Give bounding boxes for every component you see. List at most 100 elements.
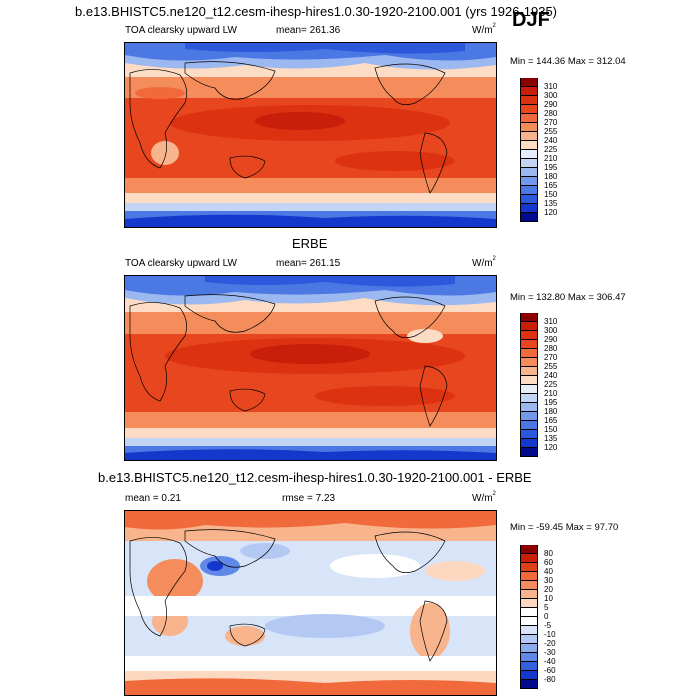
colorbar-tick-label: 280: [544, 344, 558, 353]
colorbar-tick-label: 310: [544, 317, 558, 326]
colorbar-swatch: [520, 671, 538, 680]
colorbar-swatch: [520, 581, 538, 590]
panel1-units: W/m2: [472, 23, 496, 36]
colorbar-swatch: [520, 168, 538, 177]
colorbar-swatch: [520, 617, 538, 626]
colorbar-swatch: [520, 96, 538, 105]
colorbar-swatch: [520, 114, 538, 123]
colorbar-tick-label: -20: [544, 639, 556, 648]
colorbar-tick-label: 0: [544, 612, 549, 621]
panel2-minmax: Min = 132.80 Max = 306.47: [510, 292, 626, 303]
colorbar-tick-label: 40: [544, 567, 553, 576]
panel3-rmse: rmse = 7.23: [282, 493, 336, 504]
colorbar-swatch: [520, 394, 538, 403]
colorbar-swatch: [520, 385, 538, 394]
colorbar-swatch: [520, 626, 538, 635]
panel1-mean: mean= 261.36: [276, 25, 341, 36]
colorbar-swatch: [520, 141, 538, 150]
colorbar-tick-label: 290: [544, 335, 558, 344]
colorbar-swatch: [520, 376, 538, 385]
panel3-map: [124, 510, 497, 696]
colorbar-swatch: [520, 87, 538, 96]
panel2-variable: TOA clearsky upward LW: [125, 258, 237, 269]
colorbar-tick-label: 80: [544, 549, 553, 558]
colorbar-swatch: [520, 563, 538, 572]
colorbar-swatch: [520, 123, 538, 132]
colorbar-swatch: [520, 195, 538, 204]
model-title: b.e13.BHISTC5.ne120_t12.cesm-ihesp-hires…: [75, 4, 558, 19]
colorbar-tick-label: 180: [544, 172, 558, 181]
colorbar-swatch: [520, 662, 538, 671]
colorbar-tick-label: 135: [544, 434, 558, 443]
colorbar-tick-label: 195: [544, 398, 558, 407]
colorbar-swatch: [520, 322, 538, 331]
colorbar-tick-label: 270: [544, 118, 558, 127]
colorbar-tick-label: 270: [544, 353, 558, 362]
colorbar-swatch: [520, 358, 538, 367]
colorbar-tick-label: -80: [544, 675, 556, 684]
panel3-map-svg: [125, 511, 496, 695]
colorbar-swatch: [520, 186, 538, 195]
colorbar-swatch: [520, 421, 538, 430]
colorbar-swatch: [520, 159, 538, 168]
colorbar-tick-label: 60: [544, 558, 553, 567]
panel3-units: W/m2: [472, 491, 496, 504]
panel1-variable: TOA clearsky upward LW: [125, 25, 237, 36]
colorbar-swatch: [520, 340, 538, 349]
colorbar-swatch: [520, 105, 538, 114]
colorbar-tick-label: 165: [544, 181, 558, 190]
colorbar-swatch: [520, 331, 538, 340]
panel1-map-svg: [125, 43, 496, 227]
panel2-mean: mean= 261.15: [276, 258, 341, 269]
panel2-map: [124, 275, 497, 461]
season-label: DJF: [512, 9, 550, 31]
colorbar-tick-label: 210: [544, 389, 558, 398]
colorbar-tick-label: -30: [544, 648, 556, 657]
colorbar-tick-label: 180: [544, 407, 558, 416]
colorbar-swatch: [520, 680, 538, 689]
colorbar-tick-label: 255: [544, 127, 558, 136]
colorbar-tick-label: 240: [544, 136, 558, 145]
panel1-minmax: Min = 144.36 Max = 312.04: [510, 56, 626, 67]
colorbar-tick-label: 165: [544, 416, 558, 425]
colorbar-swatch: [520, 78, 538, 87]
panel2-units: W/m2: [472, 256, 496, 269]
colorbar-tick-label: 310: [544, 82, 558, 91]
colorbar-swatch: [520, 213, 538, 222]
colorbar-swatch: [520, 177, 538, 186]
colorbar-tick-label: 255: [544, 362, 558, 371]
colorbar-swatch: [520, 132, 538, 141]
colorbar-tick-label: 225: [544, 145, 558, 154]
colorbar-tick-label: 20: [544, 585, 553, 594]
colorbar-tick-label: -40: [544, 657, 556, 666]
colorbar-tick-label: 300: [544, 91, 558, 100]
colorbar-swatch: [520, 599, 538, 608]
colorbar-swatch: [520, 644, 538, 653]
colorbar-swatch: [520, 204, 538, 213]
colorbar-swatch: [520, 349, 538, 358]
colorbar-swatch: [520, 554, 538, 563]
panel2-title: ERBE: [292, 236, 328, 251]
colorbar-tick-label: 150: [544, 190, 558, 199]
colorbar-tick-label: 280: [544, 109, 558, 118]
colorbar-tick-label: 195: [544, 163, 558, 172]
colorbar-tick-label: -10: [544, 630, 556, 639]
colorbar-swatch: [520, 430, 538, 439]
colorbar-tick-label: 30: [544, 576, 553, 585]
colorbar-swatch: [520, 367, 538, 376]
panel3-title: b.e13.BHISTC5.ne120_t12.cesm-ihesp-hires…: [98, 470, 532, 485]
colorbar-tick-label: 135: [544, 199, 558, 208]
colorbar-tick-label: 300: [544, 326, 558, 335]
colorbar-swatch: [520, 635, 538, 644]
colorbar-swatch: [520, 448, 538, 457]
colorbar-swatch: [520, 572, 538, 581]
colorbar-tick-label: 120: [544, 208, 558, 217]
colorbar-tick-label: 120: [544, 443, 558, 452]
colorbar-swatch: [520, 313, 538, 322]
colorbar-tick-label: -60: [544, 666, 556, 675]
colorbar-tick-label: 290: [544, 100, 558, 109]
colorbar-swatch: [520, 590, 538, 599]
colorbar-tick-label: 240: [544, 371, 558, 380]
colorbar-swatch: [520, 653, 538, 662]
colorbar-tick-label: 225: [544, 380, 558, 389]
